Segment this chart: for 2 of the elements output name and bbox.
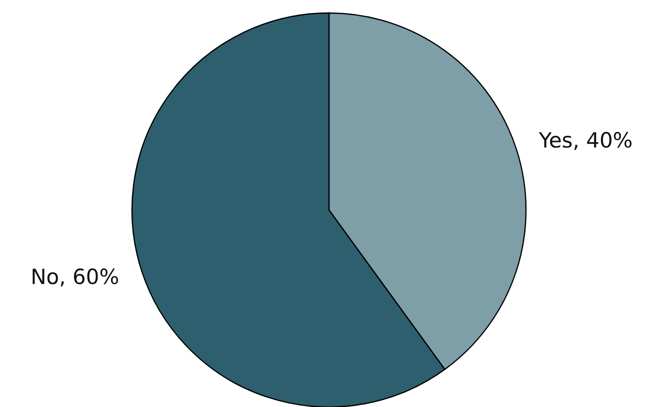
slice-label: Yes, 40% xyxy=(538,128,633,153)
slice-label: No, 60% xyxy=(30,264,120,289)
